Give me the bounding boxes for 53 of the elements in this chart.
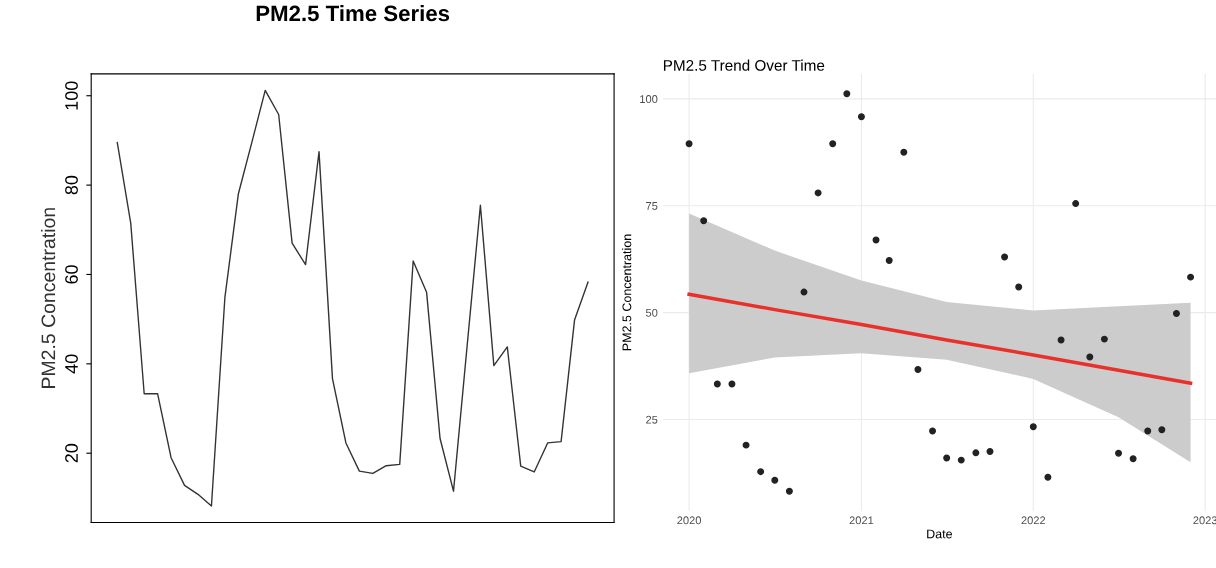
point	[1015, 283, 1023, 291]
y-tick-label: 60	[65, 265, 78, 284]
point	[757, 468, 765, 476]
point	[986, 448, 994, 456]
point	[742, 441, 750, 449]
point	[857, 113, 865, 121]
point	[900, 148, 908, 156]
point	[1115, 449, 1123, 457]
point	[785, 487, 793, 495]
point	[685, 140, 693, 148]
x-tick-label: 2022	[1021, 516, 1046, 525]
x-tick-label: 2020	[677, 516, 702, 525]
y-tick-label: 40	[65, 354, 78, 374]
point	[972, 449, 980, 457]
point	[1044, 473, 1052, 481]
point	[1001, 253, 1009, 261]
y-tick-label: 75	[646, 202, 658, 210]
x-axis-title: Date	[927, 529, 953, 539]
point	[1029, 423, 1037, 431]
point	[1144, 427, 1152, 435]
chart-title: PM2.5 Time Series	[256, 4, 450, 22]
point	[1129, 455, 1137, 463]
line-series	[687, 292, 1193, 385]
point	[713, 380, 721, 388]
point	[929, 427, 937, 435]
point	[957, 456, 965, 464]
point	[914, 366, 922, 373]
point	[1100, 335, 1108, 343]
y-axis-title: PM2.5 Concentration	[622, 234, 632, 351]
line-series	[116, 89, 589, 507]
point	[1187, 273, 1195, 281]
point	[771, 476, 779, 484]
y-tick-label: 25	[646, 415, 658, 424]
point	[943, 454, 951, 462]
y-tick-label: 80	[65, 175, 78, 195]
point	[1072, 200, 1080, 208]
y-tick-label: 100	[65, 81, 78, 110]
y-tick-label: 100	[640, 95, 658, 103]
x-tick-label: 2021	[849, 516, 874, 525]
chart-title: PM2.5 Trend Over Time	[663, 59, 825, 71]
point	[1158, 426, 1166, 434]
point	[843, 90, 851, 98]
y-tick-label: 50	[645, 308, 658, 317]
point	[885, 256, 893, 264]
point	[700, 217, 708, 225]
point	[1057, 336, 1065, 344]
point	[814, 189, 822, 197]
point	[829, 140, 837, 148]
point	[1172, 309, 1180, 317]
y-tick-label: 20	[65, 443, 78, 463]
y-axis-title: PM2.5 Concentration	[40, 208, 56, 388]
point	[1086, 353, 1094, 361]
point	[800, 288, 808, 296]
